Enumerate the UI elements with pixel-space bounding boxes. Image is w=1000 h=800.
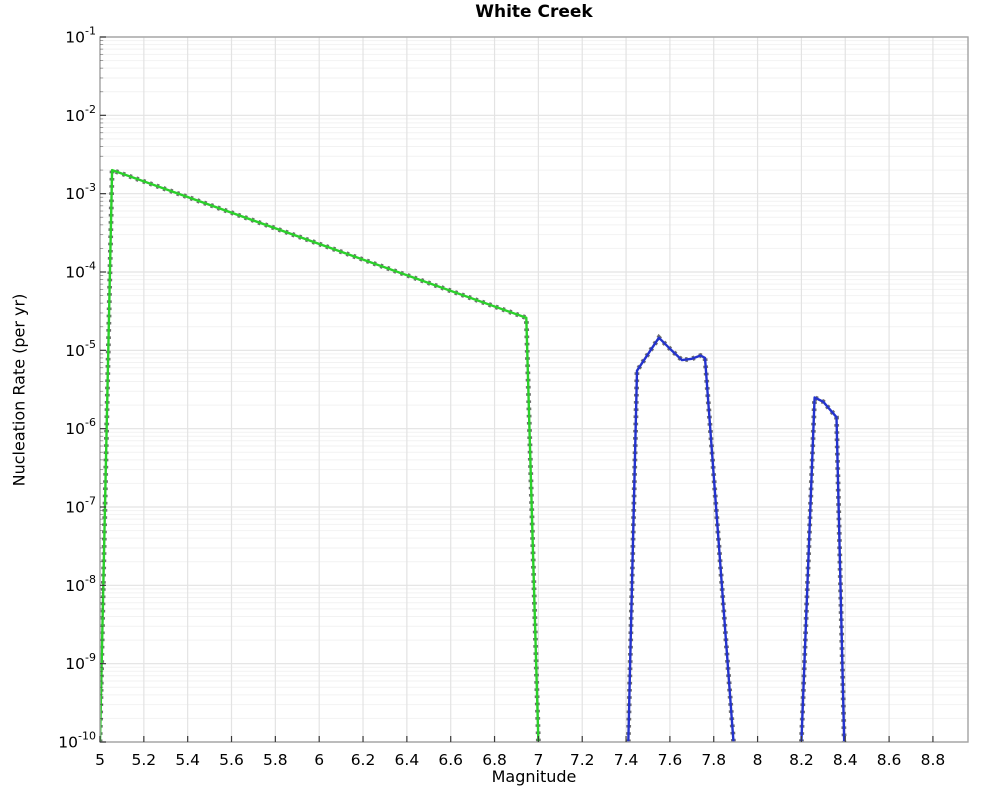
svg-text:10-4: 10-4: [65, 260, 96, 282]
svg-text:10-2: 10-2: [65, 103, 96, 125]
svg-text:6: 6: [314, 751, 324, 769]
svg-text:5.2: 5.2: [132, 751, 157, 769]
svg-text:8.8: 8.8: [921, 751, 946, 769]
svg-text:5.4: 5.4: [175, 751, 200, 769]
svg-text:8: 8: [753, 751, 763, 769]
blue-curve: [625, 333, 847, 742]
svg-text:7: 7: [533, 751, 543, 769]
x-tick-labels: 5 5.2 5.4 5.6 5.8 6 6.2 6.4 6.6 6.8 7 7.2 7.4 7.6 7.8 8…: [95, 751, 945, 769]
svg-text:7.6: 7.6: [658, 751, 683, 769]
svg-text:10-5: 10-5: [65, 338, 96, 360]
green-curve-line: [100, 168, 540, 742]
svg-text:8.4: 8.4: [833, 751, 858, 769]
gridlines-major: [99, 36, 968, 743]
svg-text:10-3: 10-3: [65, 181, 96, 203]
y-axis-label: Nucleation Rate (per yr): [9, 293, 29, 487]
svg-text:6.8: 6.8: [482, 751, 507, 769]
svg-text:5.6: 5.6: [219, 751, 244, 769]
x-axis-label: Magnitude: [491, 767, 577, 786]
svg-text:10-1: 10-1: [65, 25, 96, 47]
svg-text:6.4: 6.4: [395, 751, 420, 769]
y-tick-labels: 10-1 10-2 10-3 10-4 10-5 10-6 10-7 10-8 10-9 10-1…: [58, 25, 96, 752]
blue-curve-line: [800, 396, 846, 742]
svg-text:8.6: 8.6: [877, 751, 902, 769]
svg-text:7.2: 7.2: [570, 751, 595, 769]
plot-frame: [99, 36, 969, 743]
svg-text:8.2: 8.2: [789, 751, 814, 769]
svg-text:10-9: 10-9: [65, 651, 96, 673]
svg-text:10-8: 10-8: [65, 573, 96, 595]
svg-text:5.8: 5.8: [263, 751, 288, 769]
blue-curve-line: [627, 336, 735, 742]
svg-text:7.4: 7.4: [614, 751, 639, 769]
svg-text:10-7: 10-7: [65, 495, 96, 517]
svg-text:10-6: 10-6: [65, 416, 96, 438]
axis-ticks: [99, 36, 934, 743]
svg-text:10-10: 10-10: [58, 730, 96, 752]
svg-text:5: 5: [95, 751, 105, 769]
green-curve: [100, 166, 541, 742]
svg-text:6.6: 6.6: [438, 751, 463, 769]
chart-title: White Creek: [475, 2, 593, 22]
svg-text:7.8: 7.8: [701, 751, 726, 769]
svg-text:6.2: 6.2: [351, 751, 376, 769]
